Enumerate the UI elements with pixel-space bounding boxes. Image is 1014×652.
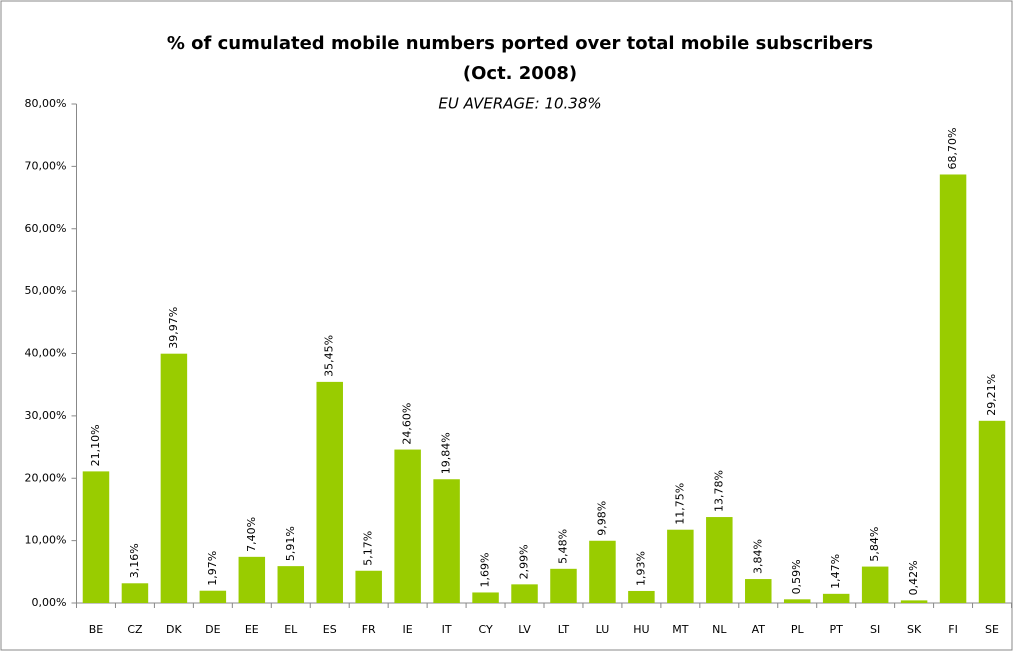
x-tick-label: CY (478, 623, 492, 636)
value-label: 68,70% (946, 128, 959, 170)
value-label: 0,42% (907, 560, 920, 595)
bar (121, 583, 149, 603)
value-label: 35,45% (323, 335, 336, 377)
value-label: 5,17% (362, 531, 375, 566)
x-tick-label: EE (245, 623, 259, 636)
bar (394, 449, 421, 603)
value-label: 1,69% (479, 553, 492, 588)
y-tick-label: 10,00% (25, 534, 67, 547)
y-tick-label: 60,00% (25, 222, 67, 235)
x-tick-label: AT (752, 623, 766, 636)
x-tick-label: NL (712, 623, 727, 636)
y-tick-label: 30,00% (25, 409, 67, 422)
value-label: 21,10% (89, 424, 102, 466)
x-tick-label: CZ (127, 623, 143, 636)
bar (472, 592, 499, 603)
value-label: 13,78% (712, 470, 725, 512)
chart-subtitle: EU AVERAGE: 10.38% (438, 95, 601, 113)
x-tick-label: PL (791, 623, 805, 636)
value-label: 3,84% (751, 539, 764, 574)
value-label: 2,99% (518, 544, 531, 579)
x-tick-label: LT (558, 623, 570, 636)
x-tick-label: DK (166, 623, 182, 636)
bar (550, 568, 577, 603)
x-tick-label: MT (672, 623, 688, 636)
y-tick-label: 80,00% (25, 97, 67, 110)
bar (978, 420, 1006, 603)
chart-title-line2: (Oct. 2008) (463, 63, 577, 84)
bar (861, 566, 889, 603)
y-tick-label: 70,00% (25, 159, 67, 172)
x-tick-label: PT (830, 623, 844, 636)
x-tick-label: LU (596, 623, 610, 636)
bar (316, 381, 343, 603)
bar (667, 529, 694, 603)
bar (511, 584, 538, 603)
value-label: 24,60% (401, 403, 414, 445)
value-label: 5,91% (284, 526, 297, 561)
x-tick-label: EL (284, 623, 298, 636)
value-label: 9,98% (595, 501, 608, 536)
y-tick-label: 0,00% (32, 596, 67, 609)
bar (277, 566, 305, 603)
x-tick-label: DE (205, 623, 220, 636)
value-label: 0,59% (790, 559, 803, 594)
value-label: 19,84% (440, 432, 453, 474)
x-tick-label: LV (518, 623, 531, 636)
bar (628, 590, 655, 603)
value-label: 1,47% (829, 554, 842, 589)
x-tick-label: SI (870, 623, 880, 636)
bar (199, 590, 227, 603)
value-label: 1,93% (634, 551, 647, 586)
value-label: 11,75% (673, 483, 686, 525)
bar (160, 353, 188, 603)
bar (783, 599, 811, 603)
x-tick-label: FR (362, 623, 376, 636)
value-label: 7,40% (245, 517, 258, 552)
value-label: 29,21% (985, 374, 998, 416)
bar (745, 579, 772, 603)
value-label: 5,84% (868, 527, 881, 562)
chart-title: % of cumulated mobile numbers ported ove… (167, 33, 873, 54)
bar (589, 540, 616, 603)
value-label: 5,48% (556, 529, 569, 564)
y-tick-label: 50,00% (25, 284, 67, 297)
x-tick-label: HU (633, 623, 649, 636)
bar (355, 570, 382, 603)
x-tick-label: SE (985, 623, 999, 636)
bar (82, 471, 110, 603)
y-tick-label: 40,00% (25, 347, 67, 360)
x-tick-label: IE (403, 623, 413, 636)
bar (433, 479, 460, 603)
value-label: 3,16% (128, 543, 141, 578)
x-tick-label: FI (948, 623, 958, 636)
value-label: 1,97% (206, 551, 219, 586)
bar (900, 600, 928, 603)
bar (822, 593, 850, 603)
y-tick-label: 20,00% (25, 471, 67, 484)
x-tick-label: SK (907, 623, 922, 636)
bar (706, 517, 733, 603)
bar (238, 556, 266, 603)
bar (939, 174, 967, 603)
value-label: 39,97% (167, 307, 180, 349)
x-tick-label: BE (89, 623, 104, 636)
x-tick-label: IT (442, 623, 452, 636)
x-tick-label: ES (323, 623, 337, 636)
